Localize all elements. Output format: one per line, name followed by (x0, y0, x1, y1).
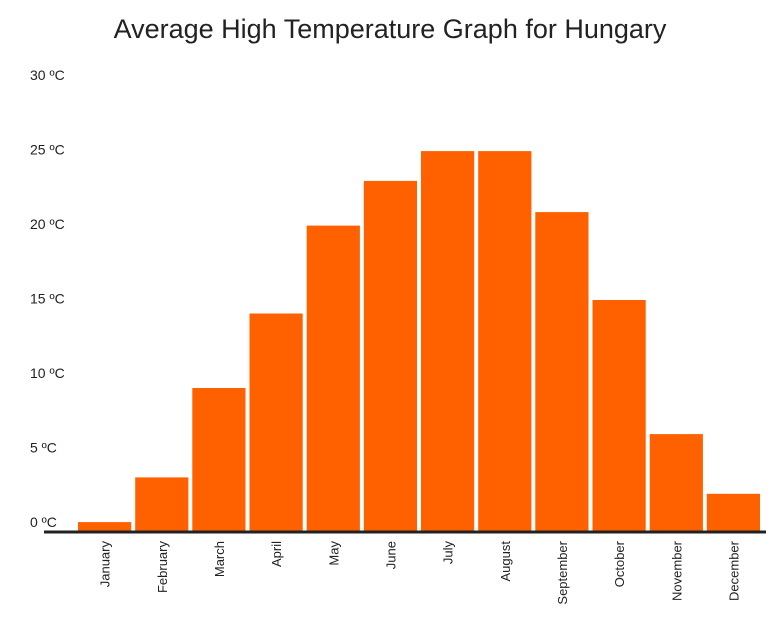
bar-february (135, 477, 189, 531)
y-tick-label: 30 ºC (30, 67, 65, 83)
bar-october (592, 300, 646, 531)
x-tick-label: September (555, 540, 570, 604)
x-tick-label: July (441, 541, 456, 565)
bar-may (306, 225, 360, 531)
x-tick-label: November (669, 540, 684, 601)
x-tick-label: August (498, 541, 513, 582)
x-tick-label: January (98, 541, 113, 588)
x-tick-label: October (612, 540, 627, 587)
x-tick-label: May (326, 541, 341, 566)
bar-march (192, 388, 246, 531)
bar-december (706, 493, 760, 532)
y-tick-label: 5 ºC (30, 440, 57, 456)
y-tick-label: 15 ºC (30, 291, 65, 307)
y-tick-label: 0 ºC (30, 514, 57, 530)
y-tick-label: 10 ºC (30, 365, 65, 381)
x-tick-label: April (269, 541, 284, 567)
x-axis-labels: January February March April May June July Augu… (98, 540, 742, 604)
bar-september (535, 212, 589, 531)
x-tick-label: March (212, 541, 227, 577)
x-tick-label: June (383, 541, 398, 569)
y-tick-label: 20 ºC (30, 216, 65, 232)
chart-title: Average High Temperature Graph for Hunga… (113, 14, 667, 44)
y-tick-label: 25 ºC (30, 142, 65, 158)
bar-june (363, 180, 417, 531)
y-axis-ticks: 0 ºC 5 ºC 10 ºC 15 ºC 20 ºC 25 ºC 30 ºC (30, 67, 65, 530)
bar-january (78, 522, 132, 531)
bar-april (249, 313, 303, 531)
bars (78, 151, 760, 532)
bar-november (649, 434, 703, 531)
x-tick-label: December (726, 540, 741, 601)
bar-july (421, 151, 475, 531)
x-tick-label: February (155, 541, 170, 594)
bar-august (478, 151, 532, 531)
